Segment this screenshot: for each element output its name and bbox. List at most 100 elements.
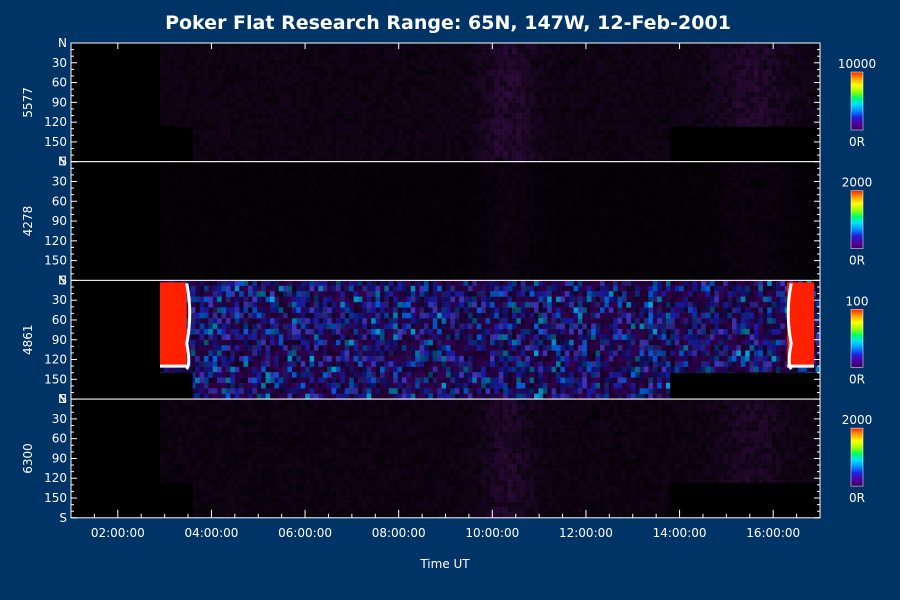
intensity-cell <box>353 145 359 152</box>
intensity-cell <box>265 91 271 98</box>
intensity-cell <box>225 264 231 270</box>
intensity-cell <box>217 64 222 71</box>
intensity-cell <box>300 161 306 168</box>
intensity-cell <box>208 80 214 87</box>
intensity-cell <box>472 107 478 114</box>
intensity-cell <box>331 75 337 82</box>
intensity-cell <box>309 91 315 98</box>
intensity-cell <box>613 134 618 141</box>
intensity-cell <box>252 172 257 178</box>
intensity-cell <box>195 118 200 125</box>
intensity-cell <box>648 102 654 109</box>
intensity-cell <box>362 102 368 109</box>
intensity-cell <box>344 80 350 87</box>
intensity-cell <box>463 188 469 195</box>
intensity-cell <box>437 194 442 200</box>
intensity-cell <box>635 156 640 162</box>
intensity-cell <box>362 194 368 200</box>
intensity-cell <box>371 91 376 98</box>
intensity-cell <box>406 86 412 92</box>
intensity-cell <box>459 123 464 130</box>
intensity-cell <box>274 80 280 87</box>
intensity-cell <box>313 129 319 136</box>
intensity-cell <box>181 118 187 125</box>
intensity-cell <box>344 91 350 98</box>
intensity-cell <box>709 48 715 55</box>
intensity-cell <box>802 118 808 125</box>
intensity-cell <box>274 145 280 152</box>
intensity-cell <box>344 226 350 233</box>
intensity-cell <box>261 48 266 55</box>
intensity-cell <box>371 75 376 82</box>
intensity-cell <box>608 102 614 109</box>
intensity-cell <box>314 275 319 281</box>
intensity-cell <box>278 129 284 136</box>
intensity-cell <box>318 113 324 119</box>
intensity-cell <box>190 91 196 98</box>
intensity-cell <box>362 221 368 227</box>
intensity-cell <box>402 226 407 232</box>
intensity-cell <box>402 270 407 276</box>
intensity-cell <box>432 102 438 109</box>
intensity-cell <box>639 86 645 92</box>
intensity-cell <box>335 123 341 130</box>
intensity-cell <box>309 123 315 130</box>
intensity-cell <box>327 248 332 254</box>
intensity-cell <box>362 188 368 195</box>
intensity-cell <box>472 118 478 125</box>
intensity-cell <box>630 64 636 71</box>
intensity-cell <box>261 64 266 71</box>
intensity-cell <box>200 199 205 205</box>
intensity-cell <box>463 107 469 114</box>
intensity-cell <box>437 199 442 206</box>
intensity-cell <box>164 80 170 87</box>
intensity-cell <box>230 194 236 200</box>
intensity-cell <box>367 221 372 227</box>
intensity-cell <box>419 140 425 146</box>
intensity-cell <box>159 204 165 211</box>
intensity-cell <box>239 69 244 76</box>
intensity-cell <box>309 75 315 82</box>
intensity-cell <box>564 145 570 152</box>
intensity-cell <box>376 270 381 276</box>
intensity-cell <box>643 86 649 92</box>
intensity-cell <box>599 91 605 98</box>
intensity-cell <box>340 107 346 114</box>
intensity-cell <box>551 118 557 125</box>
intensity-cell <box>230 75 236 82</box>
intensity-cell <box>371 86 376 92</box>
intensity-cell <box>397 258 403 265</box>
intensity-cell <box>375 242 381 249</box>
intensity-cell <box>208 275 214 281</box>
intensity-cell <box>313 134 319 141</box>
intensity-cell <box>648 96 654 103</box>
intensity-cell <box>265 80 271 87</box>
intensity-cell <box>164 188 170 195</box>
intensity-cell <box>177 237 183 243</box>
intensity-cell <box>173 194 178 200</box>
intensity-cell <box>195 140 200 146</box>
intensity-cell <box>247 96 253 103</box>
intensity-cell <box>221 69 227 76</box>
intensity-cell <box>252 248 258 254</box>
intensity-cell <box>679 59 684 65</box>
intensity-cell <box>340 113 346 119</box>
intensity-cell <box>269 69 275 76</box>
intensity-cell <box>261 253 266 259</box>
intensity-cell <box>657 113 662 119</box>
intensity-cell <box>454 129 460 136</box>
intensity-cell <box>467 264 473 270</box>
intensity-cell <box>577 80 583 87</box>
intensity-cell <box>212 210 218 216</box>
intensity-cell <box>450 140 456 146</box>
intensity-cell <box>243 107 249 114</box>
intensity-cell <box>168 210 174 216</box>
intensity-cell <box>247 48 253 55</box>
intensity-cell <box>327 270 332 276</box>
y-tick-label: 150 <box>44 135 67 149</box>
intensity-cell <box>406 216 411 222</box>
intensity-cell <box>705 107 711 114</box>
intensity-cell <box>564 59 570 65</box>
intensity-cell <box>467 75 473 82</box>
intensity-cell <box>736 48 742 55</box>
